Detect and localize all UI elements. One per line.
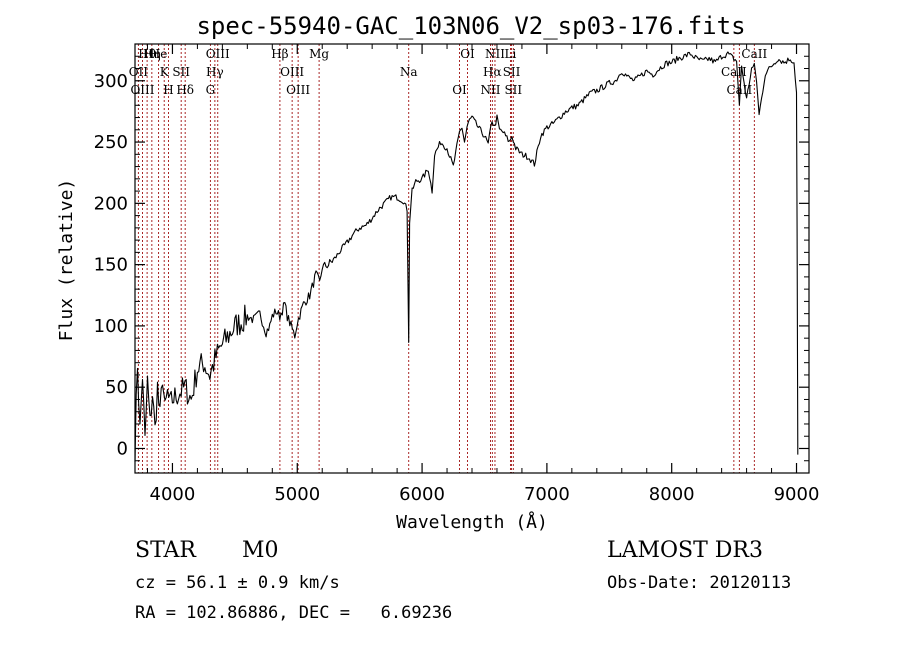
spectral-line-label: Hδ [176, 83, 194, 97]
x-axis-label: Wavelength (Å) [396, 511, 548, 533]
spectral-line-label: Mg [309, 47, 329, 61]
chart-title: spec-55940-GAC_103N06_V2_sp03-176.fits [196, 12, 745, 40]
spectral-line-label: Hβ [271, 47, 288, 61]
x-tick-label: 7000 [524, 484, 570, 505]
spectral-line-label: CaII [741, 47, 767, 61]
spectrum-line [134, 51, 799, 463]
plot-frame [134, 43, 810, 474]
spectral-line-label: Na [400, 65, 418, 79]
coordinates: RA = 102.86886, DEC = 6.69236 [135, 603, 453, 623]
spectral-line-label: OIII [286, 83, 310, 97]
survey-name: LAMOST DR3 [607, 538, 763, 563]
x-tick-label: 8000 [649, 484, 695, 505]
spectral-line-label: NII [480, 83, 500, 97]
spectral-line-label: OI [460, 47, 475, 61]
object-class: STAR [135, 538, 196, 563]
spectral-line-label: Hγ [206, 65, 224, 79]
y-tick-label: 250 [94, 132, 128, 153]
y-tick-label: 150 [94, 255, 128, 276]
spectral-line-label: Hη [143, 47, 161, 61]
line-labels-layer: Hθ OII OIII He KH Hη SII Hδ OIII Hγ G Hβ OIII OIII Mg N… [129, 47, 768, 97]
spectral-line-label: OIII [206, 47, 230, 61]
spectral-line-label: OIII [130, 83, 154, 97]
spectral-line-label: OIII [280, 65, 304, 79]
x-tick-label: 9000 [774, 484, 820, 505]
x-tick-label: 4000 [150, 484, 196, 505]
spectral-line-label: G [206, 83, 216, 97]
spectral-line-label: Hα [483, 65, 502, 79]
spectral-line-label: Li [505, 47, 517, 61]
spectral-line-label: He [150, 47, 168, 61]
spectral-line-label: OII [129, 65, 149, 79]
spectral-line-label: SII [503, 65, 521, 79]
spectral-line-label: Hθ [138, 47, 156, 61]
y-axis-ticks: 0 50 100 150 200 250 300 [94, 55, 809, 462]
spectral-lines-layer [137, 44, 755, 473]
y-axis-label: Flux (relative) [56, 179, 77, 342]
spectral-line-label: SII [504, 83, 522, 97]
y-tick-label: 50 [105, 377, 128, 398]
spectral-line-label: OI [452, 83, 467, 97]
spectral-line-label: K [160, 65, 170, 79]
y-tick-label: 100 [94, 316, 128, 337]
spectral-line-label: SII [172, 65, 190, 79]
x-tick-label: 6000 [399, 484, 445, 505]
spectral-line-label: NII [485, 47, 505, 61]
y-tick-label: 0 [117, 438, 128, 459]
x-tick-label: 5000 [274, 484, 320, 505]
redshift-cz: cz = 56.1 ± 0.9 km/s [135, 573, 340, 593]
spectral-line-label: H [163, 83, 173, 97]
x-axis-ticks: 4000 5000 6000 7000 8000 9000 [146, 44, 820, 505]
y-tick-label: 300 [94, 71, 128, 92]
y-tick-label: 200 [94, 193, 128, 214]
object-subclass: M0 [242, 538, 279, 563]
observation-date: Obs-Date: 20120113 [607, 573, 792, 593]
